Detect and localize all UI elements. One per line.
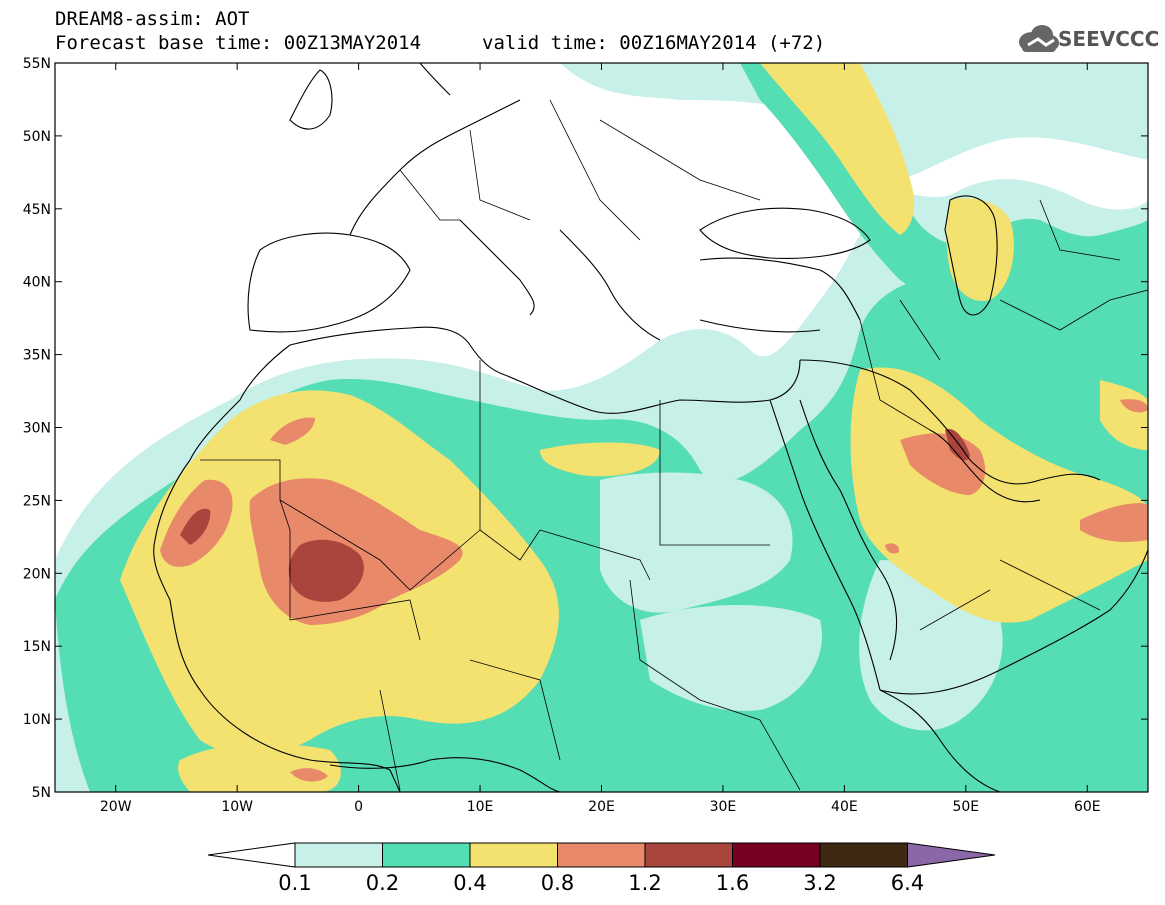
aot-field [55,63,1148,792]
lat-tick-label: 10N [23,712,51,728]
lon-tick-label: 10W [221,799,253,815]
lon-tick-label: 60E [1074,799,1101,815]
colorbar-label: 0.8 [541,871,574,895]
seevccc-logo [1019,25,1059,52]
lon-tick-label: 40E [831,799,858,815]
lat-tick-label: 20N [23,566,51,582]
colorbar-label: 1.6 [716,871,749,895]
lon-tick-label: 30E [710,799,737,815]
colorbar-segment [644,842,733,868]
colorbar-under-triangle [207,842,296,868]
colorbar-label: 3.2 [803,871,836,895]
colorbar-segment [732,842,821,868]
lat-tick-label: 45N [23,202,51,218]
lon-tick-label: 20E [588,799,615,815]
title-forecast-base-time: Forecast base time: 00Z13MAY2014 [55,32,422,54]
aot-contour-1.2 [288,539,364,602]
coastlines [153,63,1148,792]
lat-tick-label: 40N [23,275,51,291]
colorbar-label: 0.1 [278,871,311,895]
lat-tick-label: 50N [23,129,51,145]
lon-tick-label: 10E [467,799,494,815]
colorbar-segment [469,842,558,868]
lat-tick-label: 55N [23,56,51,72]
lon-tick-label: 50E [952,799,979,815]
colorbar-label: 0.4 [453,871,486,895]
title-line-1: DREAM8-assim: AOT [55,8,250,30]
colorbar-label: 6.4 [891,871,924,895]
lon-tick-label: 0 [354,799,363,815]
colorbar-over-triangle [907,842,996,868]
lat-tick-label: 15N [23,639,51,655]
country-borders [200,99,1148,791]
logo-text: SEEVCCC [1058,27,1160,51]
lat-tick-label: 25N [23,493,51,509]
colorbar-segment [294,842,383,868]
longitude-axis: 20W 10W 0 10E 20E 30E 40E 50E 60E [100,63,1101,815]
title-valid-time: valid time: 00Z16MAY2014 (+72) [482,32,826,54]
colorbar-label: 0.2 [366,871,399,895]
lat-tick-label: 35N [23,348,51,364]
colorbar: 0.1 0.2 0.4 0.8 1.2 1.6 3.2 6.4 [207,842,996,895]
lat-tick-label: 5N [32,785,51,801]
colorbar-segment [557,842,646,868]
colorbar-label: 1.2 [628,871,661,895]
colorbar-segment [819,842,908,868]
lon-tick-label: 20W [100,799,132,815]
colorbar-segment [382,842,471,868]
lat-tick-label: 30N [23,421,51,437]
latitude-axis: 55N 50N 45N 40N 35N 30N 25N 20N 15N 10N 5N [23,56,1148,801]
